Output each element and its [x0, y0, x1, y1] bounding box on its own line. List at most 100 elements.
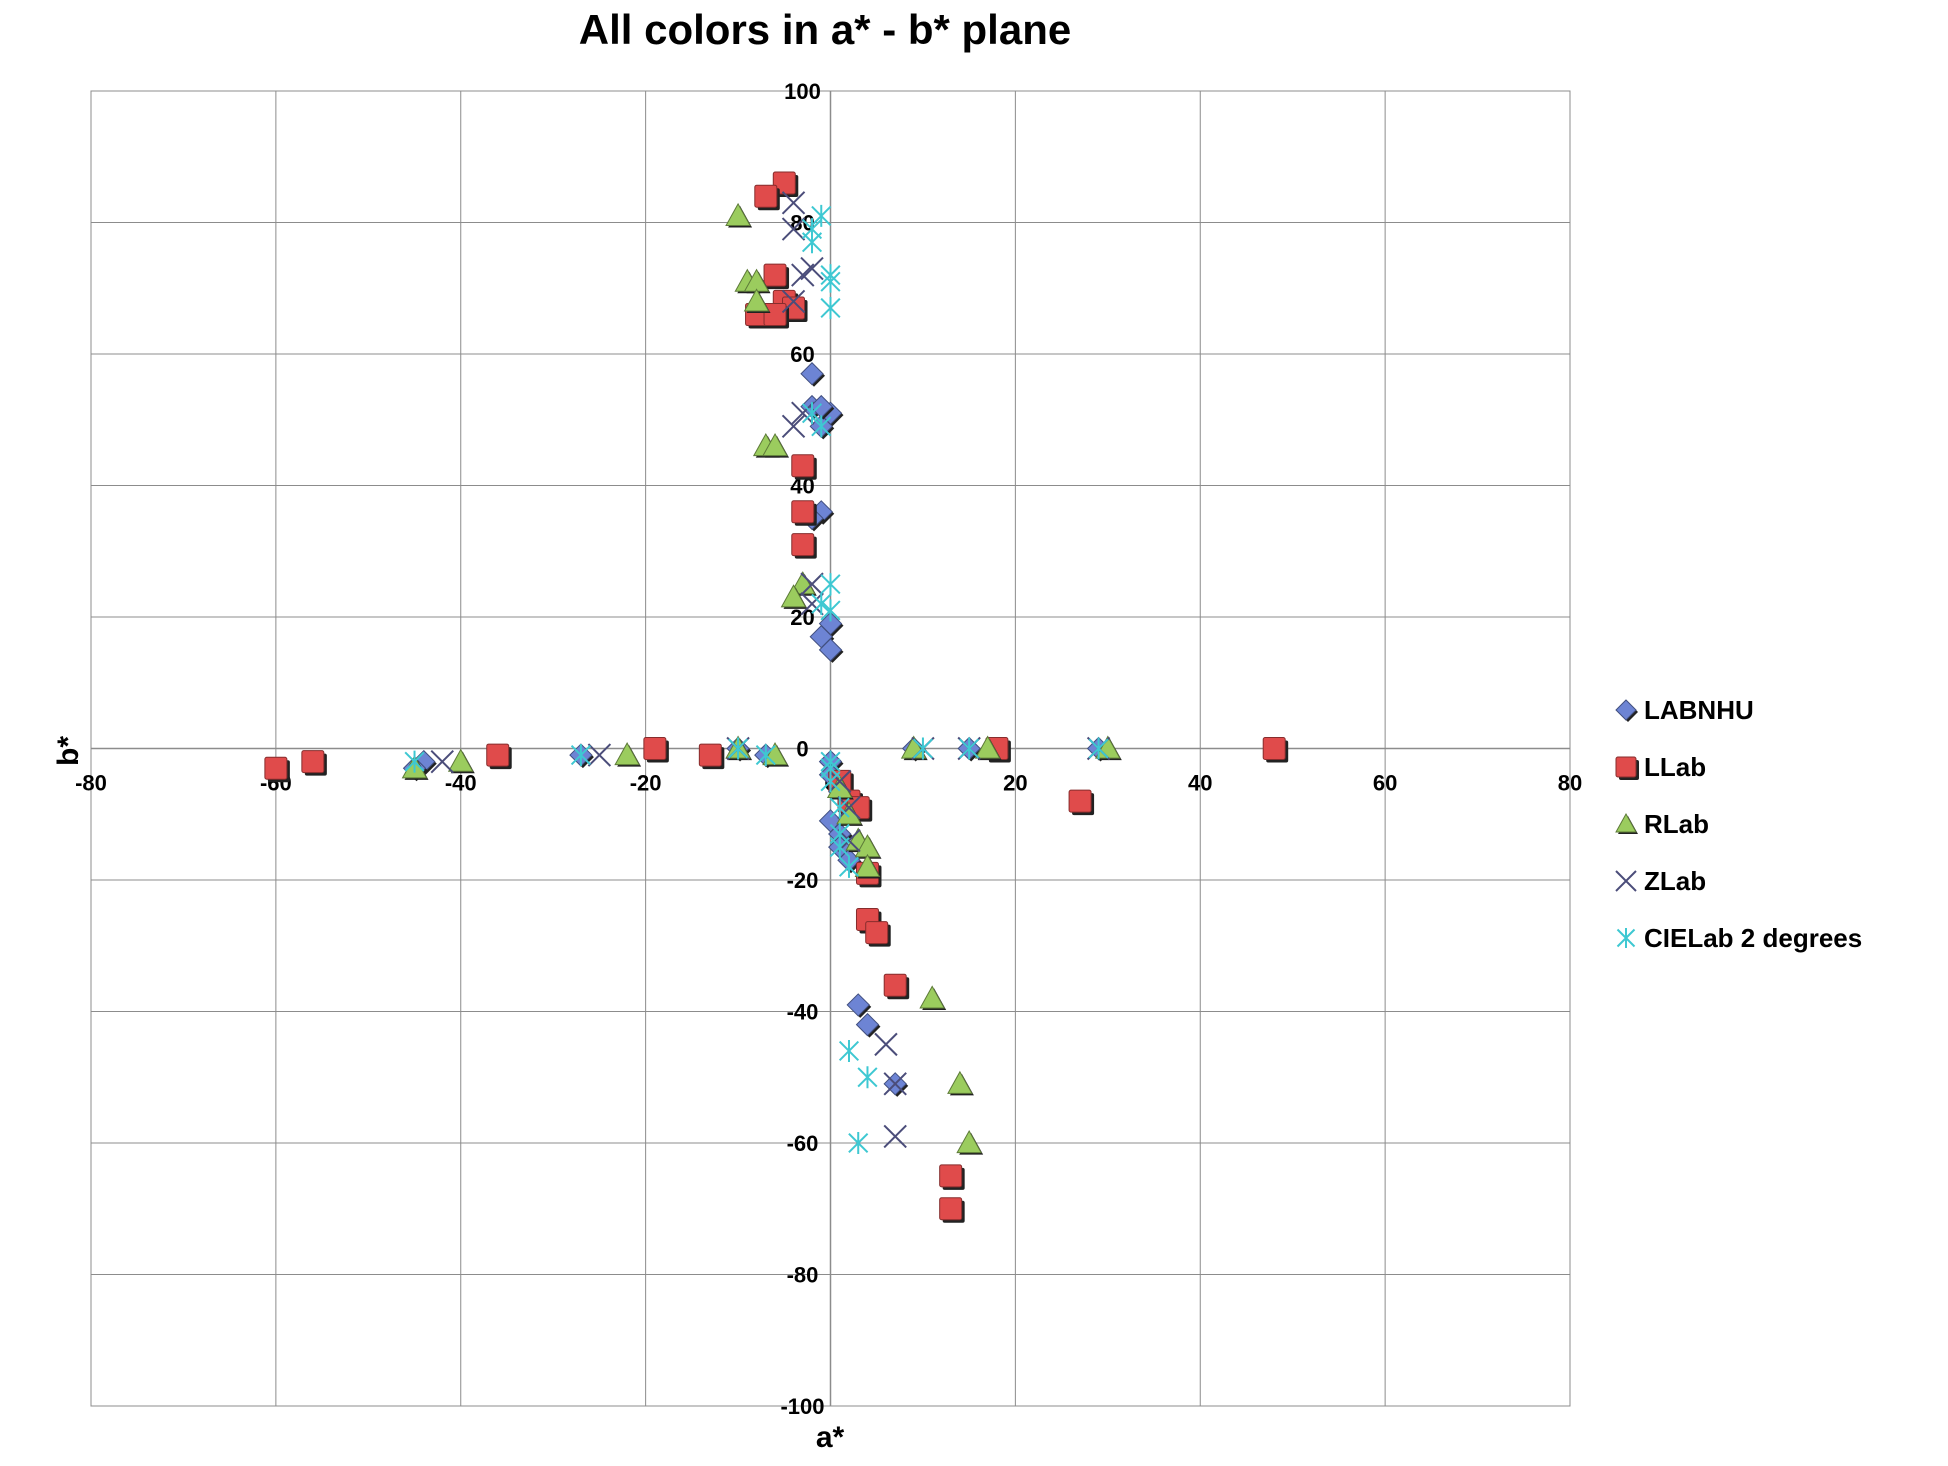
- y-tick-label: 100: [784, 79, 821, 104]
- data-point-diamond: [855, 1012, 881, 1038]
- data-point-x: [837, 795, 861, 820]
- y-tick-label: -40: [787, 1000, 819, 1025]
- series-rlab: [401, 202, 1122, 1155]
- y-tick-label: 20: [790, 605, 814, 630]
- legend-label: LABNHU: [1644, 695, 1754, 725]
- data-point-asterisk: [801, 402, 823, 425]
- data-point-square: [791, 533, 817, 559]
- legend-item: ZLab: [1615, 866, 1706, 896]
- data-point-asterisk: [857, 1066, 878, 1089]
- data-point-x: [781, 191, 806, 215]
- data-point-x: [781, 289, 806, 314]
- data-point-x: [430, 749, 454, 774]
- x-tick-label: -80: [75, 771, 107, 796]
- data-point-triangle: [762, 433, 790, 458]
- data-point-asterisk: [838, 855, 860, 878]
- x-axis-label: a*: [816, 1421, 845, 1454]
- data-point-asterisk: [811, 204, 832, 227]
- data-point-x: [587, 743, 612, 767]
- data-point-triangle: [854, 853, 882, 879]
- x-tick-label: 60: [1373, 771, 1397, 796]
- legend-label: LLab: [1644, 752, 1706, 782]
- data-point-square: [264, 756, 290, 783]
- legend-marker-square: [1615, 756, 1639, 780]
- series-cielab-2-degrees: [404, 204, 1109, 1154]
- data-point-asterisk: [848, 1132, 869, 1154]
- data-point-triangle: [956, 1129, 984, 1155]
- legend-marker-triangle: [1615, 812, 1638, 834]
- legend-label: ZLab: [1644, 866, 1706, 896]
- x-tick-label: 20: [1003, 771, 1027, 796]
- data-point-x: [883, 1124, 907, 1149]
- data-point-square: [939, 1197, 965, 1223]
- y-tick-label: -60: [787, 1131, 819, 1156]
- data-point-asterisk: [1088, 737, 1109, 760]
- data-point-asterisk: [820, 599, 841, 622]
- x-tick-label: -40: [445, 771, 477, 796]
- data-point-square: [1068, 789, 1095, 816]
- data-point-triangle: [947, 1070, 974, 1096]
- data-point-square: [763, 263, 790, 290]
- data-point-asterisk: [820, 573, 841, 596]
- data-point-x: [800, 592, 824, 616]
- data-point-asterisk: [820, 270, 841, 293]
- data-point-square: [865, 921, 891, 947]
- data-point-x: [874, 1032, 898, 1057]
- legend-marker-asterisk: [1616, 928, 1636, 948]
- legend-item: RLab: [1615, 809, 1709, 839]
- data-point-square: [301, 750, 327, 776]
- y-tick-label: -100: [780, 1394, 824, 1419]
- data-point-triangle: [725, 202, 753, 228]
- data-point-triangle: [780, 584, 808, 609]
- x-tick-label: 40: [1188, 771, 1212, 796]
- data-point-triangle: [974, 735, 1002, 761]
- legend: LABNHU LLab RLab ZLab CIELab 2 degrees: [1615, 695, 1862, 953]
- data-point-asterisk: [404, 750, 425, 773]
- data-point-square: [486, 743, 512, 770]
- data-point-x: [781, 414, 806, 439]
- data-point-asterisk: [829, 796, 850, 819]
- tick-labels: -80-60-40-20020406080-100-80-60-40-20020…: [75, 79, 1582, 1419]
- data-point-square: [763, 303, 790, 329]
- x-tick-label: -20: [630, 771, 662, 796]
- legend-item: LLab: [1615, 752, 1706, 782]
- legend-marker-x: [1615, 870, 1637, 892]
- data-points: [264, 171, 1289, 1223]
- data-point-triangle: [447, 748, 475, 774]
- data-point-triangle: [614, 742, 642, 767]
- legend-label: CIELab 2 degrees: [1644, 923, 1862, 953]
- data-point-triangle: [743, 288, 771, 313]
- data-point-asterisk: [912, 737, 933, 760]
- data-point-diamond: [846, 993, 872, 1018]
- data-point-square: [791, 454, 817, 480]
- x-tick-label: 80: [1558, 771, 1582, 796]
- data-point-square: [1262, 737, 1289, 763]
- data-point-asterisk: [801, 231, 823, 254]
- data-point-asterisk: [811, 592, 832, 615]
- y-tick-label: 0: [796, 737, 808, 762]
- legend-marker-diamond: [1615, 699, 1638, 722]
- data-point-diamond: [809, 394, 835, 420]
- data-point-square: [939, 1164, 965, 1190]
- data-point-x: [800, 572, 824, 596]
- data-point-asterisk: [820, 770, 841, 793]
- data-point-asterisk: [829, 836, 850, 859]
- data-point-square: [754, 184, 780, 211]
- data-point-asterisk: [820, 296, 841, 319]
- data-point-asterisk: [570, 744, 591, 767]
- data-point-asterisk: [811, 415, 832, 438]
- data-point-x: [883, 1072, 907, 1096]
- data-point-diamond: [818, 638, 844, 663]
- data-point-asterisk: [838, 1039, 860, 1062]
- chart-title: All colors in a* - b* plane: [579, 6, 1071, 53]
- legend-item: CIELab 2 degrees: [1616, 923, 1862, 953]
- legend-label: RLab: [1644, 809, 1709, 839]
- data-point-x: [781, 217, 806, 241]
- legend-item: LABNHU: [1615, 695, 1754, 725]
- y-axis-label: b*: [52, 736, 85, 766]
- data-point-x: [791, 401, 815, 425]
- data-point-asterisk: [755, 744, 776, 767]
- y-tick-label: -80: [787, 1263, 819, 1288]
- y-tick-label: -20: [787, 868, 819, 893]
